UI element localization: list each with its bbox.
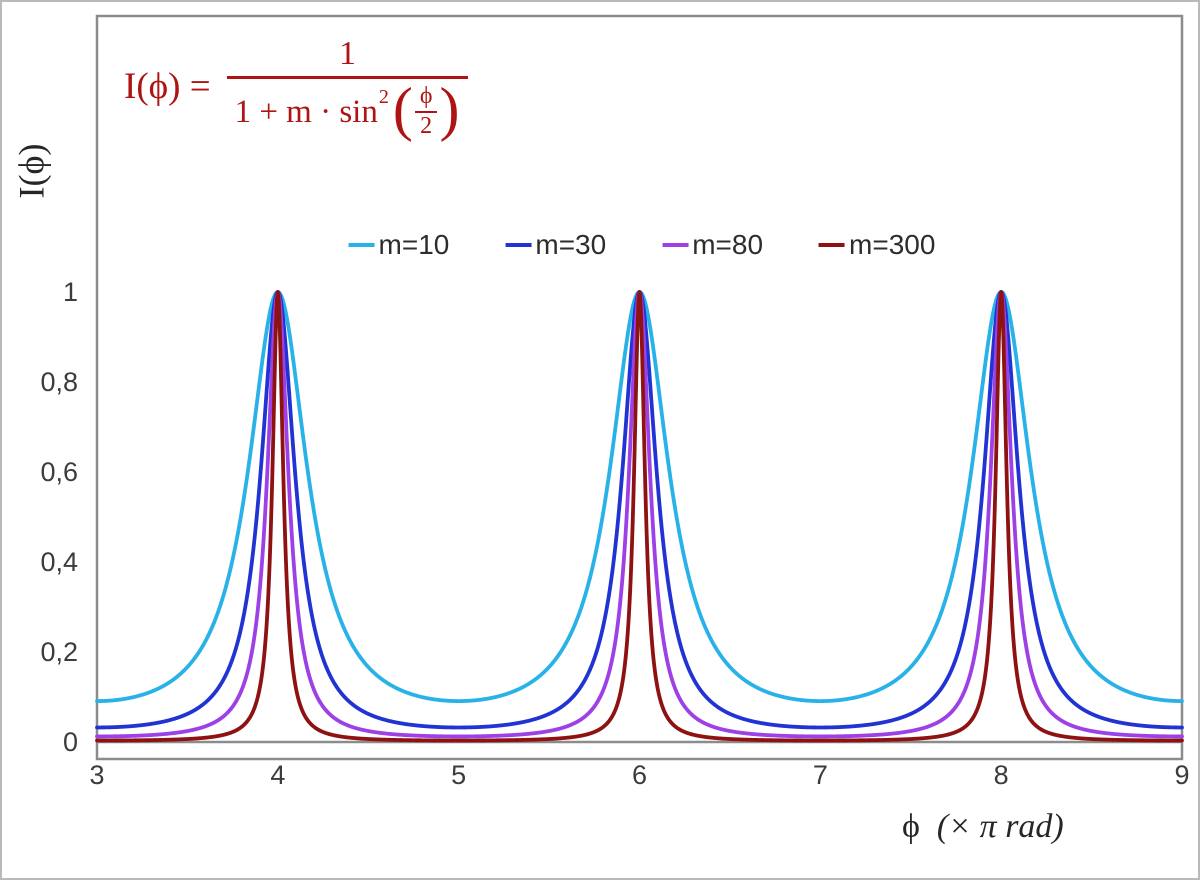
x-tick-labels: 3 4 5 6 7 8 9 [2, 758, 1198, 792]
open-paren: ( [392, 75, 413, 142]
formula-lhs: I(ϕ) = [124, 66, 211, 108]
y-tick-label: 0 [62, 727, 78, 757]
formula-denominator-text: 1 + m · sin [234, 93, 378, 130]
legend-label-m30: m=30 [535, 229, 607, 260]
legend-item-m10: m=10 [348, 229, 450, 261]
x-axis-title: ϕ (× π rad) [902, 808, 1064, 846]
series-line-m-80 [95, 290, 1184, 739]
inner-numerator: ϕ [414, 83, 438, 113]
legend-label-m10: m=10 [378, 229, 450, 260]
legend-item-m30: m=30 [505, 229, 606, 261]
x-tick-label: 9 [1174, 760, 1190, 790]
formula-exponent: 2 [378, 86, 389, 109]
y-tick-label: 1 [62, 277, 78, 307]
legend: m=10 m=30 m=80 m=300 [348, 229, 935, 261]
x-tick-label: 3 [89, 760, 105, 790]
formula-denominator: 1 + m · sin 2 ( ϕ 2 ) [226, 75, 469, 142]
legend-marker-m80 [662, 243, 689, 247]
y-tick-label: 0,6 [40, 457, 78, 487]
series-line-m-30 [95, 290, 1184, 730]
legend-marker-m300 [819, 243, 846, 247]
legend-item-m300: m=300 [819, 229, 935, 261]
y-tick-labels: 1 0,8 0,6 0,4 0,2 0 [2, 2, 80, 878]
intensity-formula: I(ϕ) = 1 1 + m · sin 2 ( ϕ 2 ) [124, 34, 469, 142]
series-line-m-300 [95, 290, 1184, 743]
formula-inner-fraction: ϕ 2 [414, 83, 438, 140]
close-paren: ) [439, 75, 460, 142]
x-tick-label: 8 [993, 760, 1009, 790]
formula-numerator: 1 [339, 35, 356, 72]
x-tick-label: 4 [270, 760, 286, 790]
inner-denominator: 2 [420, 113, 433, 139]
plot-frame [95, 14, 1184, 761]
legend-marker-m30 [505, 243, 532, 247]
x-tick-label: 7 [812, 760, 828, 790]
y-tick-label: 0,8 [40, 367, 78, 397]
x-axis-title-unit: (× π rad) [936, 808, 1064, 845]
legend-item-m80: m=80 [662, 229, 763, 261]
formula-fraction: 1 1 + m · sin 2 ( ϕ 2 ) [226, 34, 469, 142]
x-tick-label: 5 [451, 760, 467, 790]
legend-marker-m10 [348, 243, 375, 247]
y-tick-label: 0,4 [40, 547, 78, 577]
y-tick-label: 0,2 [40, 637, 78, 667]
legend-label-m80: m=80 [692, 229, 764, 260]
x-axis-title-phi: ϕ [902, 808, 920, 845]
x-tick-label: 6 [631, 760, 648, 790]
legend-label-m300: m=300 [849, 229, 936, 260]
